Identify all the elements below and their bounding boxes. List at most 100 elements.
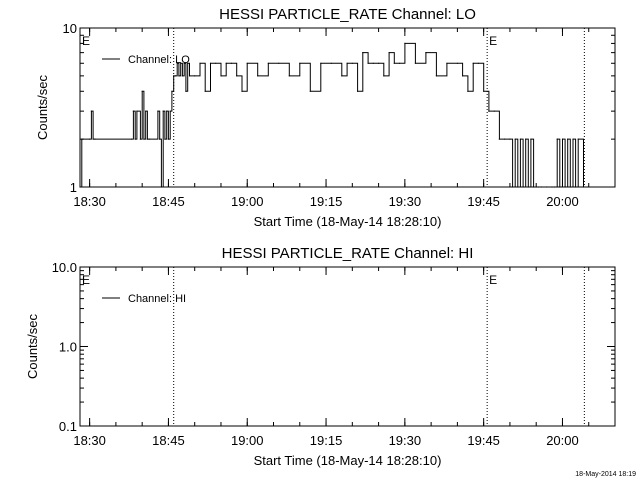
x-tick-label: 19:15: [310, 194, 343, 209]
data-point: [187, 62, 189, 64]
data-point: [90, 110, 92, 112]
data-point: [554, 186, 556, 188]
data-point: [467, 90, 469, 92]
data-point: [257, 75, 259, 77]
data-point: [414, 62, 416, 64]
legend-label: Channel: LO: [128, 54, 190, 66]
data-point: [493, 110, 495, 112]
data-point: [435, 75, 437, 77]
data-point: [330, 62, 332, 64]
x-tick-label: 18:45: [152, 433, 185, 448]
data-point: [89, 138, 91, 140]
data-point: [472, 62, 474, 64]
data-point: [488, 110, 490, 112]
data-point: [346, 62, 348, 64]
y-tick-label: 10.0: [52, 260, 77, 275]
data-point: [220, 75, 222, 77]
data-point: [141, 90, 143, 92]
data-point: [388, 52, 390, 54]
legend-label: Channel: HI: [128, 293, 186, 305]
data-point: [136, 110, 138, 112]
data-point: [204, 90, 206, 92]
data-point: [166, 110, 168, 112]
data-point: [159, 138, 161, 140]
data-point: [483, 90, 485, 92]
event-marker-label: E: [489, 34, 497, 48]
data-point: [462, 75, 464, 77]
data-point: [278, 62, 280, 64]
chart-title: HESSI PARTICLE_RATE Channel: LO: [219, 6, 476, 23]
event-marker-label: E: [82, 34, 90, 48]
data-point: [174, 75, 176, 77]
data-point: [538, 186, 540, 188]
x-tick-label: 19:00: [231, 194, 264, 209]
data-point: [498, 138, 500, 140]
x-tick-label: 19:15: [310, 433, 343, 448]
data-point: [556, 138, 558, 140]
data-point: [561, 138, 564, 140]
data-point: [522, 186, 524, 188]
data-point: [167, 138, 169, 140]
y-tick-label: 1: [70, 180, 77, 195]
data-point: [199, 62, 201, 64]
data-point: [230, 62, 233, 64]
data-point: [145, 110, 147, 112]
data-point: [139, 138, 141, 140]
x-tick-label: 20:00: [546, 433, 579, 448]
data-point: [362, 52, 364, 54]
data-point: [511, 186, 514, 188]
data-point: [357, 90, 359, 92]
panel-hi: HESSI PARTICLE_RATE Channel: HI 18:30 18:4…: [25, 245, 616, 468]
data-point: [393, 62, 395, 64]
data-point: [92, 138, 94, 140]
data-point: [162, 110, 164, 112]
data-point: [504, 138, 506, 140]
data-point: [132, 110, 134, 112]
data-point: [131, 138, 133, 140]
data-point: [575, 186, 577, 188]
data-point: [341, 75, 343, 77]
data-point: [173, 75, 175, 77]
data-point: [569, 186, 571, 188]
data-point: [572, 138, 574, 140]
data-point: [446, 62, 448, 64]
data-point: [188, 75, 191, 77]
data-point: [509, 138, 511, 140]
chart-title: HESSI PARTICLE_RATE Channel: HI: [222, 245, 474, 262]
data-point: [527, 186, 529, 188]
x-tick-label: 18:30: [73, 194, 106, 209]
data-point: [146, 138, 148, 140]
y-axis-label: Counts/sec: [25, 313, 40, 379]
data-point: [94, 138, 96, 140]
data-point: [215, 62, 217, 64]
x-tick-label: 19:30: [389, 433, 422, 448]
data-point: [519, 138, 522, 140]
data-point: [533, 186, 535, 188]
data-point: [551, 186, 553, 188]
panel-lo: HESSI PARTICLE_RATE Channel: LO 18:30 18:4…: [35, 6, 616, 229]
x-axis-label: Start Time (18-May-14 18:28:10): [254, 214, 442, 229]
data-point: [383, 75, 385, 77]
data-point: [181, 75, 183, 77]
data-point: [425, 52, 427, 54]
data-point: [160, 186, 162, 188]
data-point: [477, 62, 479, 64]
data-point: [525, 138, 527, 140]
print-timestamp: 18-May-2014 18:19: [575, 471, 636, 478]
data-point: [372, 62, 374, 64]
data-point: [546, 186, 548, 188]
x-tick-label: 18:30: [73, 433, 106, 448]
data-point: [535, 186, 537, 188]
data-point: [559, 186, 561, 188]
y-axis-label: Counts/sec: [35, 74, 50, 140]
data-point: [194, 75, 196, 77]
data-point: [367, 62, 369, 64]
y-tick-label: 1.0: [59, 340, 77, 355]
data-point: [81, 138, 83, 140]
data-point: [582, 186, 585, 188]
data-point: [241, 90, 243, 92]
x-tick-label: 20:00: [546, 194, 579, 209]
y-tick-label: 0.1: [59, 419, 77, 434]
data-point: [157, 110, 159, 112]
